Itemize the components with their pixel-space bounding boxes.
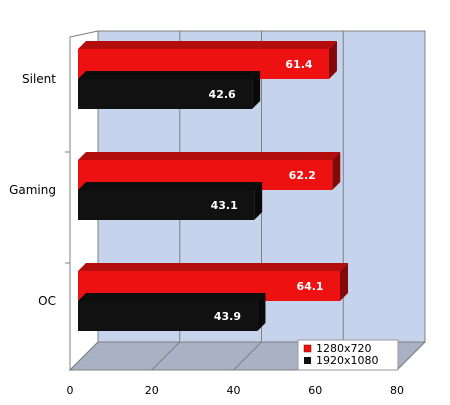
bar-top-oc-1280x720 [78, 263, 349, 271]
data-label-gaming-1920x1080: 43.1 [211, 199, 238, 212]
bar-side-gaming-1280x720 [332, 152, 341, 190]
legend-box [297, 339, 399, 371]
bar-side-gaming-1920x1080 [254, 182, 263, 220]
x-tick-labels: 0 20 40 60 80 [67, 384, 405, 397]
data-label-silent-1920x1080: 42.6 [209, 88, 236, 101]
category-label-gaming: Gaming [9, 183, 56, 197]
bar-top-silent-1920x1080 [78, 71, 261, 79]
floor-gridline [151, 341, 181, 371]
data-label-oc-1280x720: 64.1 [296, 280, 323, 293]
x-tick-20: 20 [145, 384, 159, 397]
category-label-silent: Silent [22, 72, 56, 86]
legend-swatch-1920x1080 [304, 357, 311, 364]
category-labels: Silent Gaming OC [9, 72, 56, 308]
floor-gridline [69, 341, 99, 371]
x-tick-40: 40 [227, 384, 241, 397]
bar-gaming-1920x1080 [78, 190, 255, 220]
bar-top-gaming-1280x720 [78, 152, 341, 160]
legend-label-1280x720: 1280x720 [316, 342, 372, 355]
bar-top-silent-1280x720 [78, 41, 337, 49]
category-label-oc: OC [38, 294, 56, 308]
data-label-oc-1920x1080: 43.9 [214, 310, 241, 323]
legend-swatch-1280x720 [303, 344, 312, 353]
bar-side-silent-1920x1080 [252, 71, 261, 109]
data-label-gaming-1280x720: 62.2 [289, 169, 316, 182]
data-label-silent-1280x720: 61.4 [285, 58, 312, 71]
bar-top-gaming-1920x1080 [78, 182, 263, 190]
x-tick-80: 80 [390, 384, 404, 397]
bars: 61.4 42.6 62.2 43.1 64.1 43.9 [78, 41, 349, 331]
x-tick-60: 60 [308, 384, 322, 397]
floor-gridline [396, 341, 426, 371]
bar-silent-1920x1080 [78, 79, 253, 109]
x-tick-0: 0 [67, 384, 74, 397]
bar-side-oc-1280x720 [340, 263, 349, 301]
floor-gridline [233, 341, 262, 371]
legend-label-1920x1080: 1920x1080 [316, 354, 379, 367]
bar-oc-1920x1080 [78, 301, 258, 331]
bar-top-oc-1920x1080 [78, 293, 266, 301]
legend: 1280x720 1920x1080 [297, 339, 399, 371]
bar-side-oc-1920x1080 [257, 293, 266, 331]
bar-side-silent-1280x720 [328, 41, 337, 79]
